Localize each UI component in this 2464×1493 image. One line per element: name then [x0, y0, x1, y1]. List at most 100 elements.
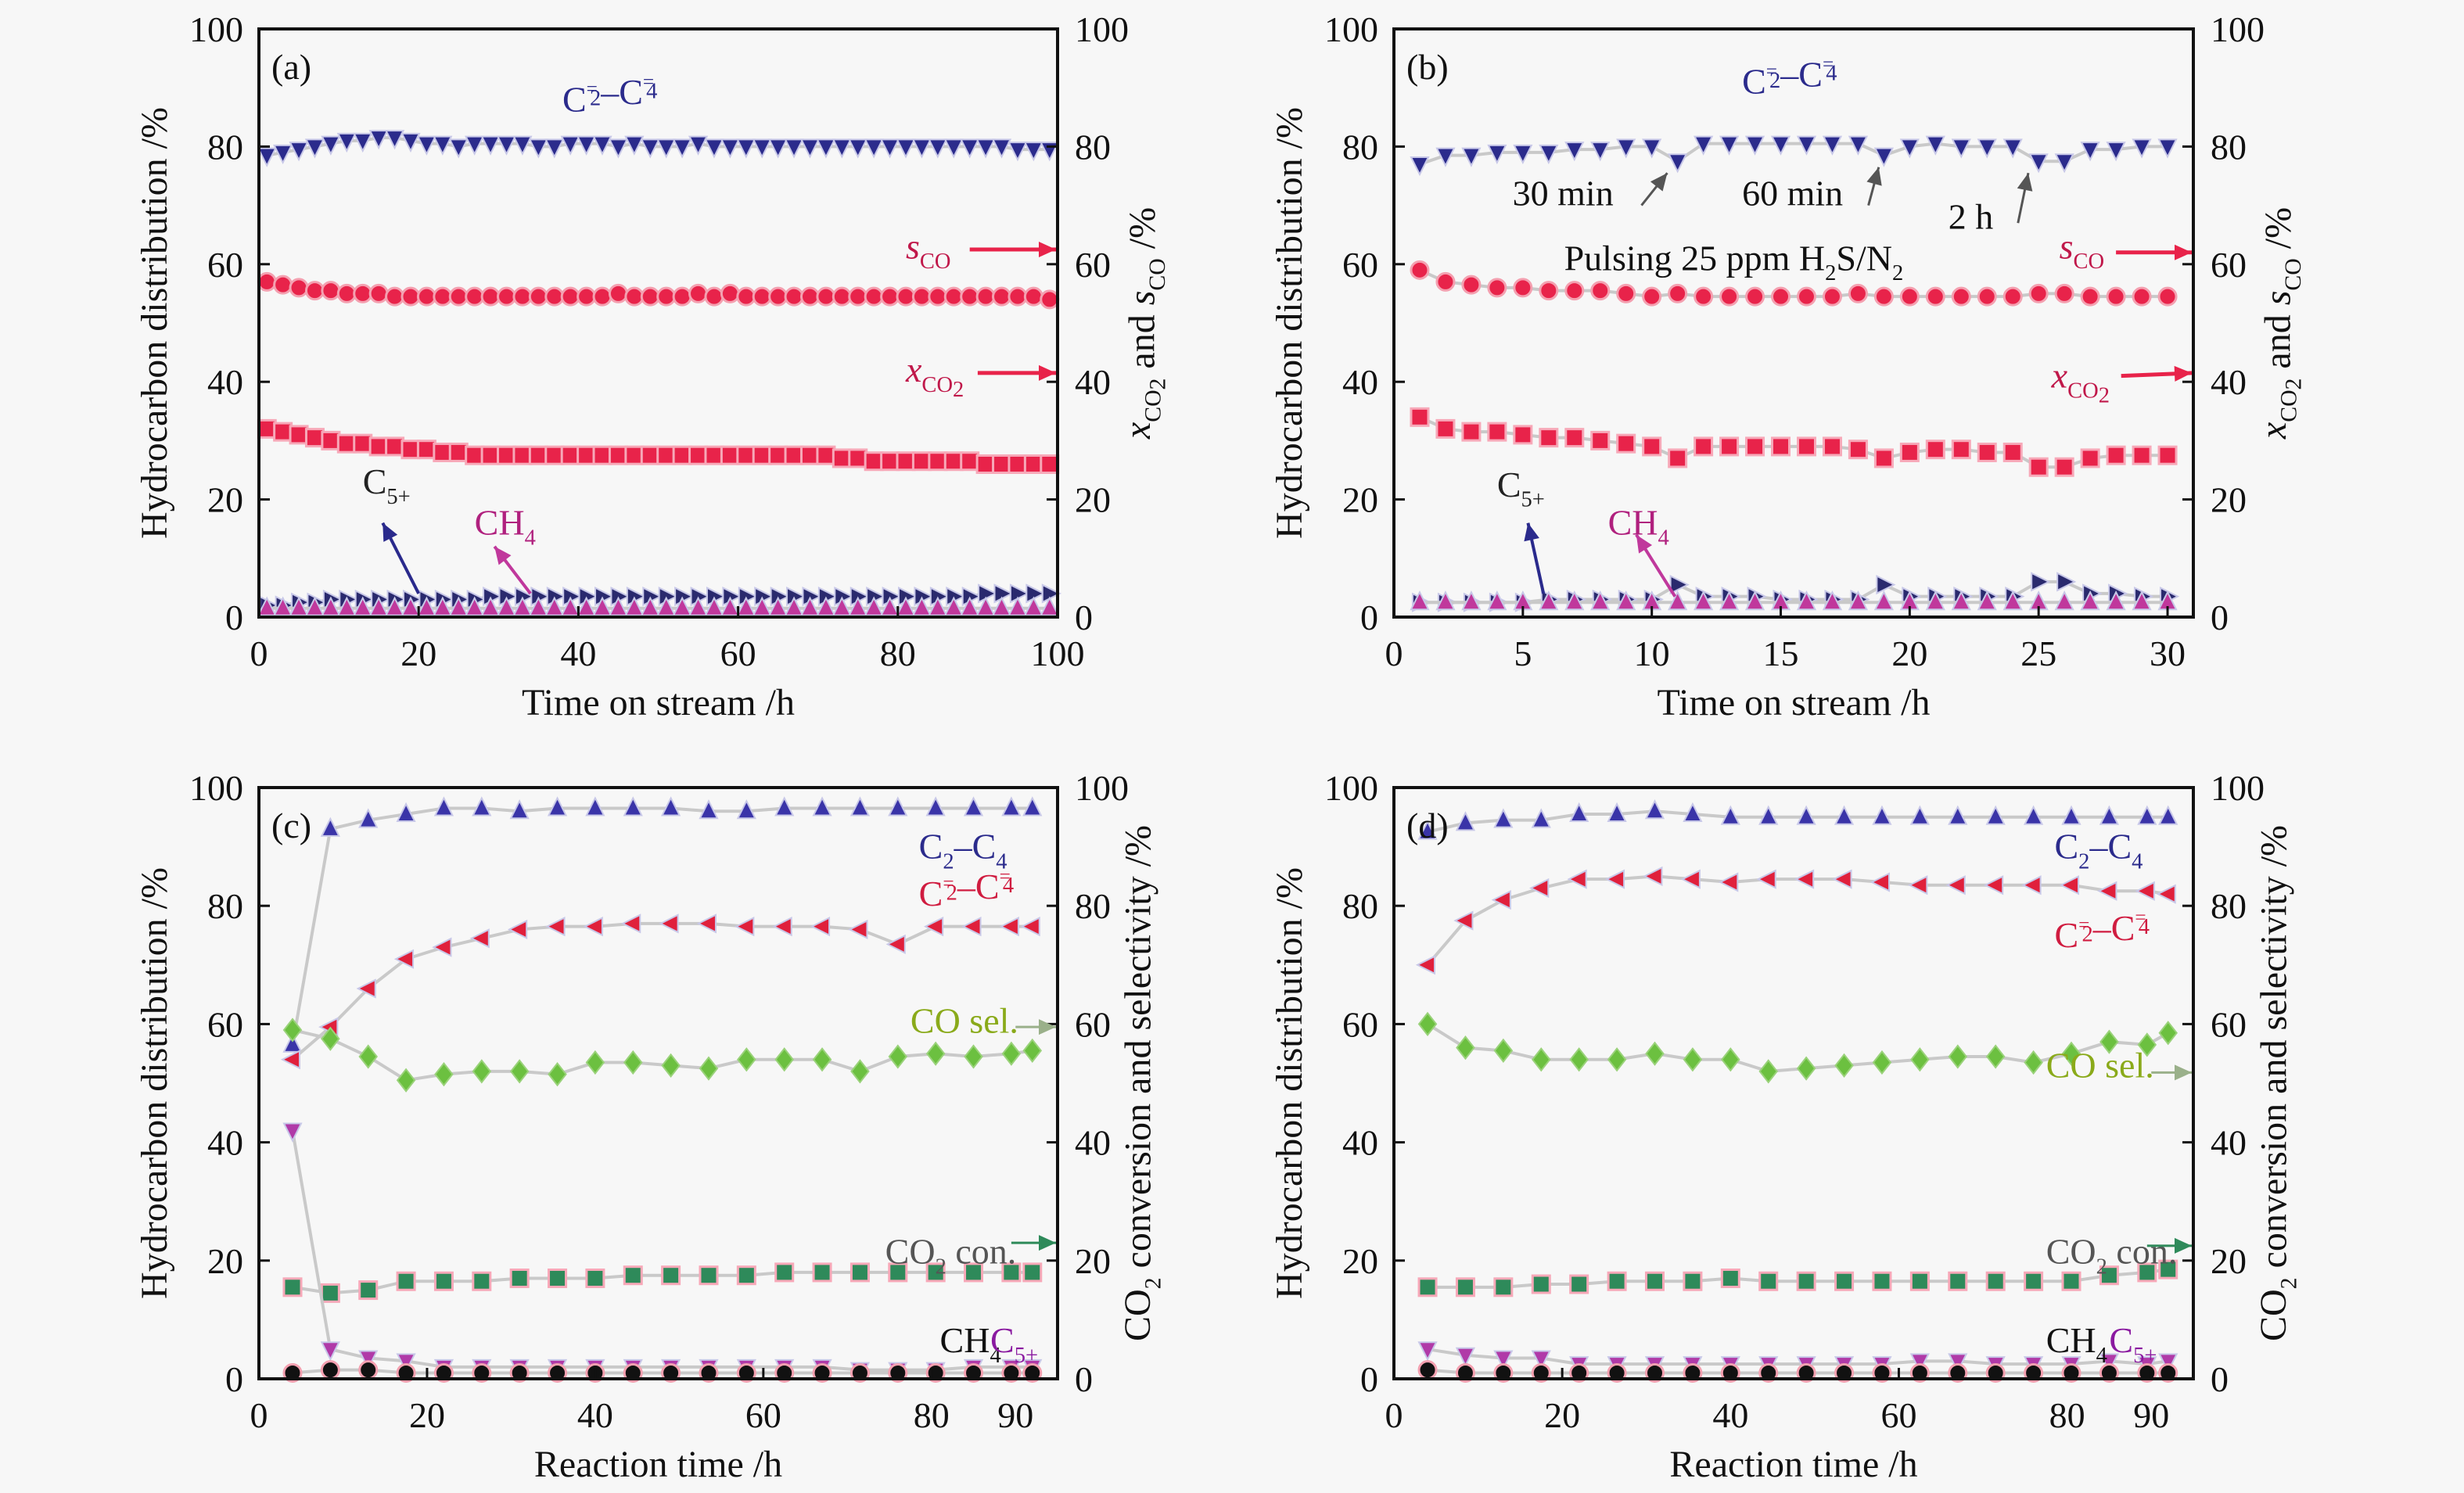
data-point	[2099, 1353, 2120, 1373]
data-point	[624, 286, 645, 307]
data-point	[1796, 436, 1816, 457]
svg-text:CO2 conversion and selectivity: CO2 conversion and selectivity /%	[1117, 825, 1166, 1341]
data-point	[736, 1265, 756, 1286]
data-point	[2024, 1050, 2043, 1075]
data-point	[816, 445, 836, 465]
data-point	[433, 1362, 454, 1383]
x-axis-label: Time on stream /h	[1658, 682, 1931, 723]
data-point	[1539, 281, 1559, 301]
data-point	[1461, 147, 1482, 167]
data-point	[432, 937, 452, 957]
data-point	[960, 596, 980, 616]
arrow-head	[1524, 522, 1539, 542]
data-point	[2158, 1021, 2178, 1046]
data-point	[257, 271, 277, 292]
data-point	[257, 596, 277, 616]
data-point	[548, 1362, 568, 1383]
data-point	[544, 138, 565, 159]
data-point	[1872, 805, 1892, 825]
annotation-olefins: C=2–C=4	[2054, 906, 2149, 955]
data-point	[2135, 881, 2155, 901]
data-point	[1771, 436, 1791, 457]
y2-tick-label: 20	[2211, 480, 2247, 520]
x-tick-label: 5	[1514, 633, 1532, 673]
y-tick-label: 0	[1360, 598, 1378, 637]
y-tick-label: 20	[207, 480, 243, 520]
series-ch4	[1417, 1360, 2178, 1383]
data-point	[608, 596, 629, 616]
y-tick-label: 40	[1342, 1123, 1378, 1163]
data-point	[896, 138, 916, 159]
data-point	[1417, 1011, 1438, 1037]
data-point	[353, 132, 373, 153]
data-point	[1873, 147, 1895, 167]
data-point	[320, 1360, 340, 1380]
y-tick-label: 40	[1342, 362, 1378, 402]
data-point	[1022, 796, 1043, 816]
arrow-head	[1636, 534, 1653, 554]
data-point	[720, 596, 741, 616]
data-point	[1022, 1262, 1043, 1283]
annotation-ch4: CH4	[940, 1320, 1001, 1368]
series-c2-c4-	[1410, 135, 2178, 177]
data-point	[576, 596, 597, 616]
x-tick-label: 0	[1385, 633, 1403, 673]
data-point	[528, 445, 548, 465]
series-x-co2	[1410, 407, 2178, 477]
arrow-head	[2017, 173, 2033, 192]
data-point	[1745, 436, 1765, 457]
x-tick-label: 0	[250, 633, 268, 673]
x-tick-label: 60	[1880, 1395, 1916, 1435]
data-point	[885, 934, 906, 954]
data-point	[1758, 1271, 1779, 1291]
data-point	[1948, 1353, 1968, 1373]
x-tick-label: 40	[1712, 1395, 1748, 1435]
data-point	[661, 1053, 681, 1078]
data-point	[735, 917, 755, 937]
annotation-xco2: xCO2	[2051, 356, 2110, 408]
data-point	[1908, 875, 1928, 895]
data-point	[623, 1050, 643, 1075]
y2-tick-label: 0	[1075, 598, 1093, 637]
data-point	[448, 138, 469, 159]
arrow-head	[1039, 1019, 1056, 1035]
data-point	[1720, 1268, 1740, 1288]
data-point	[358, 1350, 379, 1370]
data-point	[864, 138, 884, 159]
data-point	[472, 1271, 492, 1291]
data-point	[1744, 590, 1765, 611]
data-point	[1491, 890, 1511, 910]
data-point	[385, 436, 405, 457]
data-point	[1616, 433, 1636, 454]
xco2-arrow	[977, 364, 1056, 381]
data-point	[1794, 869, 1815, 889]
arrow-head	[1039, 1235, 1056, 1251]
data-point	[1564, 142, 1585, 162]
data-point	[812, 1262, 832, 1283]
x-tick-label: 40	[577, 1395, 613, 1435]
data-point	[507, 919, 528, 940]
data-point	[1945, 875, 1966, 895]
x-tick-label: 0	[250, 1395, 268, 1435]
ch4-arrow	[493, 545, 532, 595]
data-point	[1721, 1047, 1740, 1072]
data-point	[2031, 572, 2051, 592]
plot-frame	[257, 27, 1059, 619]
data-point	[1796, 805, 1816, 825]
data-point	[400, 596, 421, 616]
data-point	[480, 135, 501, 156]
data-point	[368, 596, 389, 616]
data-point	[911, 138, 932, 159]
data-point	[592, 445, 612, 465]
data-point	[433, 796, 454, 816]
data-point	[1008, 596, 1028, 616]
data-point	[960, 451, 980, 472]
data-point	[512, 286, 533, 307]
x-tick-label: 80	[914, 1395, 950, 1435]
data-point	[396, 1271, 416, 1291]
x-tick-label: 10	[1634, 633, 1670, 673]
y2-tick-label: 100	[1075, 768, 1129, 808]
data-point	[282, 1277, 303, 1297]
y-tick-label: 40	[207, 1123, 243, 1163]
